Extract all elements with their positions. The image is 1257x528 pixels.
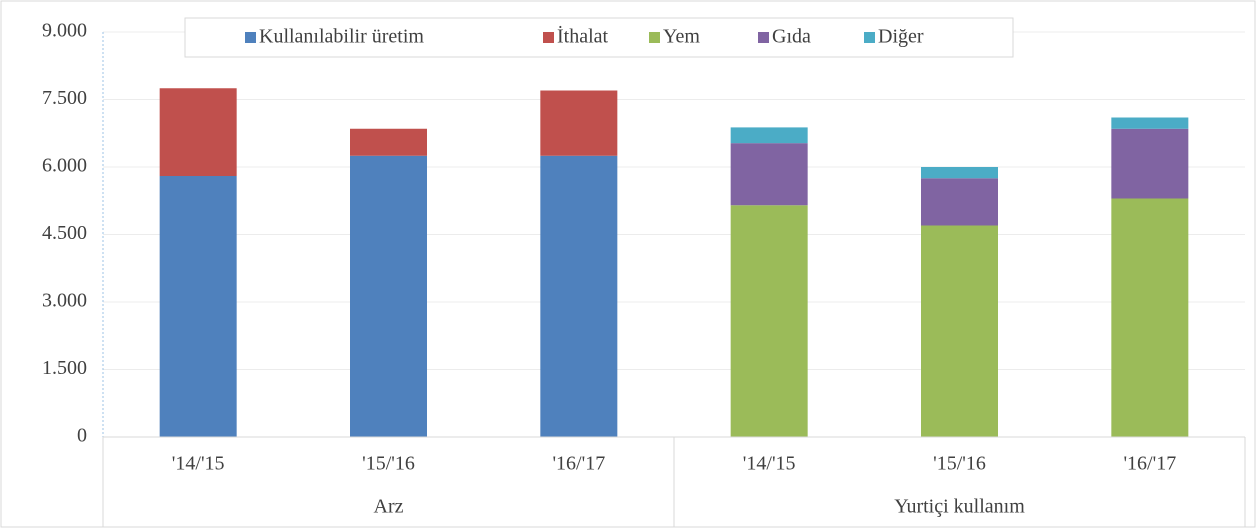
bar-segment [350,128,427,156]
bar-segment [921,178,998,226]
legend-swatch [543,32,554,43]
x-tick-label: '14/'15 [172,453,225,475]
x-tick-label: '15/'16 [362,453,415,475]
bar-segment [730,143,808,206]
y-tick-label: 7.500 [42,87,87,109]
x-tick-label: '15/'16 [933,453,986,475]
y-tick-label: 1.500 [42,357,87,379]
bar-segment [350,155,427,437]
legend-label: İthalat [557,25,609,48]
bar-segment [1111,117,1189,129]
y-tick-label: 3.000 [42,290,87,312]
legend-label: Kullanılabilir üretim [259,26,424,48]
y-tick-label: 9.000 [42,20,87,42]
group-label: Arz [374,496,404,518]
legend-swatch [245,32,256,43]
legend-label: Diğer [878,26,924,48]
bar-segment [159,176,237,437]
legend-label: Yem [663,26,700,48]
legend-label: Gıda [772,26,811,48]
bar-segment [159,88,237,176]
legend-swatch [864,32,875,43]
bar-segment [1111,198,1189,437]
legend-swatch [758,32,769,43]
bar-segment [540,155,618,437]
bar-segment [1111,128,1189,199]
x-tick-label: '14/'15 [743,453,796,475]
bar-segment [540,90,618,156]
x-tick-label: '16/'17 [552,453,605,475]
legend-swatch [649,32,660,43]
bar-segment [921,167,998,179]
y-tick-label: 6.000 [42,155,87,177]
y-tick-label: 4.500 [42,222,87,244]
bar-segment [730,127,808,144]
bar-segment [730,205,808,437]
group-label: Yurtiçi kullanım [894,496,1025,518]
y-tick-label: 0 [77,425,87,447]
x-tick-label: '16/'17 [1123,453,1176,475]
bar-segment [921,225,998,437]
